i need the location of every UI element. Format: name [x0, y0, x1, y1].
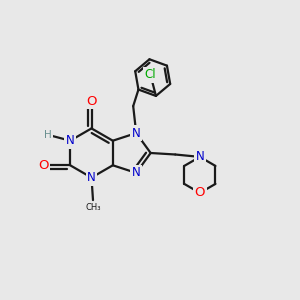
Text: CH₃: CH₃ [85, 202, 101, 211]
Text: Cl: Cl [144, 68, 156, 81]
Text: N: N [132, 167, 141, 179]
Text: H: H [44, 130, 51, 140]
Text: O: O [38, 159, 48, 172]
Text: N: N [66, 134, 75, 147]
Text: O: O [195, 186, 205, 200]
Text: N: N [196, 150, 204, 164]
Text: N: N [132, 127, 141, 140]
Text: N: N [87, 171, 96, 184]
Text: O: O [86, 95, 97, 108]
